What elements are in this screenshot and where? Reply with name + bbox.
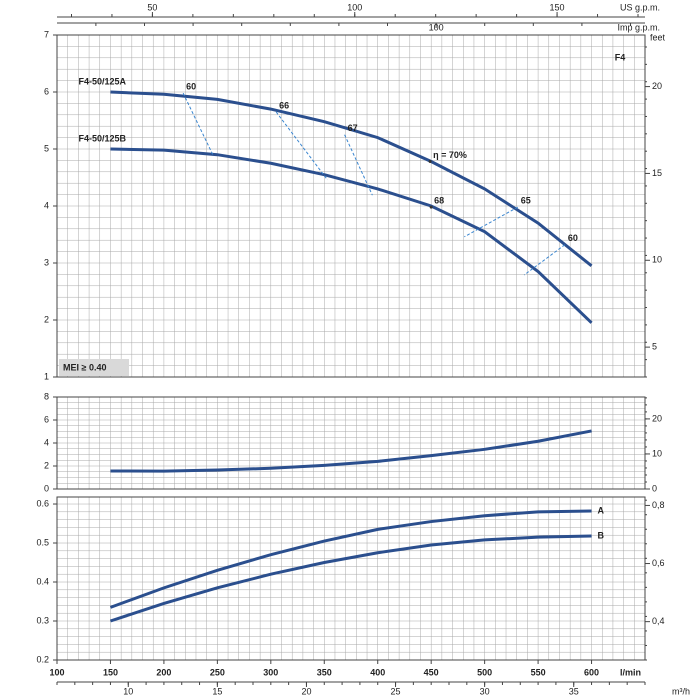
efficiency-label: 60 xyxy=(568,233,578,243)
note-box xyxy=(59,359,129,376)
y-tick-label: 6 xyxy=(44,414,49,424)
efficiency-line xyxy=(464,206,519,238)
y-tick-label: 3 xyxy=(44,257,49,267)
y-tick-label: 7 xyxy=(44,29,49,39)
y2-tick-label: 5 xyxy=(652,341,657,351)
y2-tick-label: 0,4 xyxy=(652,616,665,626)
y2-tick-label: 0,6 xyxy=(652,558,665,568)
y2-tick-label: 0 xyxy=(652,483,657,493)
efficiency-label: η = 70% xyxy=(433,150,467,160)
x-tick-label: 300 xyxy=(263,667,278,677)
efficiency-line xyxy=(182,92,214,156)
y-tick-label: 2 xyxy=(44,314,49,324)
efficiency-line xyxy=(275,111,328,181)
y2-tick-label: 15 xyxy=(652,168,662,178)
curve xyxy=(110,90,593,268)
y-tick-label: 8 xyxy=(44,391,49,401)
curve xyxy=(110,147,593,324)
top-tick-label: 100 xyxy=(347,2,362,12)
series-label: A xyxy=(598,505,605,515)
curve xyxy=(109,534,592,623)
x-axis-label: l/min xyxy=(620,667,641,677)
y-tick-label: 5 xyxy=(44,143,49,153)
efficiency-line xyxy=(344,134,373,196)
efficiency-point xyxy=(428,160,432,164)
bottom-axis-label: m³/h xyxy=(672,686,690,696)
y2-axis-label: feet xyxy=(650,32,666,42)
y-tick-label: 1 xyxy=(44,371,49,381)
top-tick-label: 150 xyxy=(550,2,565,12)
series-label: F4-50/125A xyxy=(78,76,126,86)
x-tick-label: 100 xyxy=(49,667,64,677)
y-tick-label: 0.5 xyxy=(36,537,49,547)
top-tick-label: 100 xyxy=(429,22,444,32)
x-tick-label: 200 xyxy=(156,667,171,677)
y-tick-label: 2 xyxy=(44,460,49,470)
y2-tick-label: 20 xyxy=(652,81,662,91)
top-axis-label: US g.p.m. xyxy=(620,2,660,12)
efficiency-label: 67 xyxy=(348,123,358,133)
bottom-tick-label: 30 xyxy=(480,686,490,696)
y-tick-label: 0.4 xyxy=(36,576,49,586)
top-axis-label: Imp g.p.m. xyxy=(617,22,660,32)
chart-title: F4 xyxy=(615,52,626,62)
x-tick-label: 500 xyxy=(477,667,492,677)
series-label: B xyxy=(598,530,605,540)
x-tick-label: 550 xyxy=(531,667,546,677)
bottom-tick-label: 20 xyxy=(301,686,311,696)
y2-tick-label: 20 xyxy=(652,413,662,423)
curve xyxy=(109,509,592,609)
efficiency-point xyxy=(429,205,433,209)
top-tick-label: 50 xyxy=(147,2,157,12)
bottom-tick-label: 10 xyxy=(123,686,133,696)
x-tick-label: 350 xyxy=(317,667,332,677)
y-tick-label: 0 xyxy=(44,483,49,493)
x-tick-label: 150 xyxy=(103,667,118,677)
efficiency-label: 65 xyxy=(521,196,531,206)
y-tick-label: 4 xyxy=(44,437,49,447)
series-label: F4-50/125B xyxy=(78,133,126,143)
efficiency-line xyxy=(523,244,566,276)
y2-tick-label: 0,8 xyxy=(652,500,665,510)
bottom-tick-label: 15 xyxy=(212,686,222,696)
x-tick-label: 250 xyxy=(210,667,225,677)
x-tick-label: 450 xyxy=(424,667,439,677)
y2-tick-label: 10 xyxy=(652,255,662,265)
efficiency-label: 60 xyxy=(186,82,196,92)
bottom-tick-label: 35 xyxy=(569,686,579,696)
y-tick-label: 0.3 xyxy=(36,615,49,625)
efficiency-label: 66 xyxy=(279,100,289,110)
y-tick-label: 0.6 xyxy=(36,498,49,508)
curve xyxy=(110,429,592,473)
x-tick-label: 400 xyxy=(370,667,385,677)
y-tick-label: 4 xyxy=(44,200,49,210)
bottom-tick-label: 25 xyxy=(391,686,401,696)
y2-tick-label: 10 xyxy=(652,448,662,458)
plot-frame xyxy=(56,496,646,661)
note: MEI ≥ 0.40 xyxy=(63,362,106,372)
x-tick-label: 600 xyxy=(584,667,599,677)
y-tick-label: 0.2 xyxy=(36,654,49,664)
y-tick-label: 6 xyxy=(44,86,49,96)
efficiency-label: 68 xyxy=(434,196,444,206)
